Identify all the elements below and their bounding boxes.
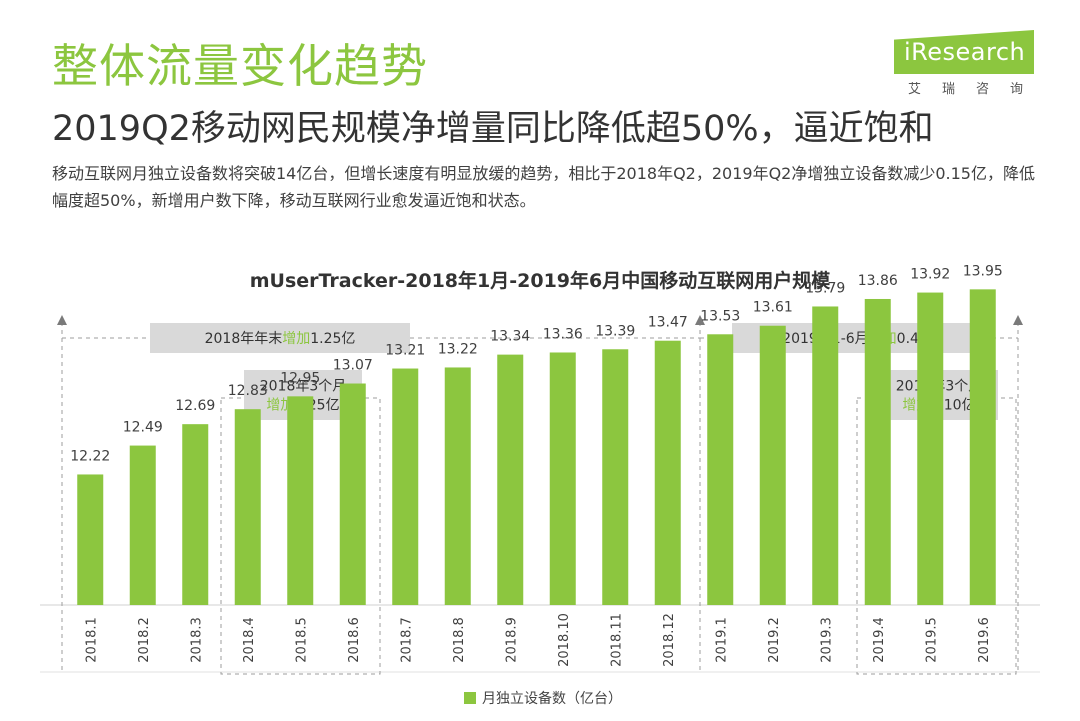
category-label-2019.4: 2019.4: [872, 617, 887, 663]
value-label-2018.11: 13.39: [595, 323, 635, 339]
bar-2019.3: [812, 306, 839, 605]
up-arrow-icon: [1013, 315, 1023, 325]
category-label-2018.6: 2018.6: [347, 617, 362, 663]
value-label-2018.7: 13.21: [385, 343, 425, 359]
category-label-2019.5: 2019.5: [924, 617, 939, 663]
value-label-2018.3: 12.69: [175, 398, 215, 414]
bar-2018.12: [654, 340, 681, 605]
annotation-2018-quarter-text: 2018年3个月: [260, 379, 347, 395]
bar-2018.4: [234, 409, 261, 605]
quarter-box-2019: [856, 397, 1017, 675]
value-label-2019.5: 13.92: [910, 267, 950, 283]
value-label-2018.1: 12.22: [70, 448, 110, 464]
value-label-2019.1: 13.53: [700, 308, 740, 324]
category-label-2018.10: 2018.10: [557, 613, 572, 667]
quarter-box-2018: [220, 397, 381, 675]
category-label-2018.9: 2018.9: [504, 617, 519, 663]
logo-sub-text: 艾瑞咨询: [908, 82, 1045, 97]
category-label-2018.5: 2018.5: [294, 617, 309, 663]
logo-brand-text: iResearch: [904, 38, 1026, 66]
category-label-2018.4: 2018.4: [242, 617, 257, 663]
category-label-2018.2: 2018.2: [137, 617, 152, 663]
category-label-2018.12: 2018.12: [662, 613, 677, 667]
legend-swatch: [464, 692, 476, 704]
category-label-2018.8: 2018.8: [452, 617, 467, 663]
legend-label: 月独立设备数（亿台）: [482, 691, 622, 707]
value-label-2018.8: 13.22: [438, 341, 478, 357]
value-label-2018.12: 13.47: [648, 315, 688, 331]
bar-2018.9: [497, 354, 524, 605]
bar-2019.1: [707, 334, 734, 605]
value-label-2018.6: 13.07: [333, 358, 373, 374]
value-label-2018.4: 12.83: [228, 383, 268, 399]
category-label-2019.1: 2019.1: [714, 617, 729, 663]
annotation-2018-total-text-part: 1.25亿: [310, 331, 355, 347]
bar-2018.3: [182, 424, 209, 605]
bar-2018.8: [444, 367, 471, 605]
category-label-2018.11: 2018.11: [609, 613, 624, 667]
annotation-2018-total-text-part: 增加: [282, 331, 310, 347]
bar-2018.5: [287, 396, 314, 605]
bar-2018.11: [602, 349, 629, 605]
iresearch-logo: iResearch 艾瑞咨询: [894, 30, 1044, 100]
up-arrow-icon: [695, 315, 705, 325]
chart-title: mUserTracker-2018年1月-2019年6月中国移动互联网用户规模: [249, 270, 831, 292]
annotation-2018-total-text-part: 2018年年末: [205, 331, 283, 347]
category-label-2018.1: 2018.1: [84, 617, 99, 663]
value-label-2019.6: 13.95: [963, 263, 1003, 279]
up-arrow-icon: [57, 315, 67, 325]
bar-2018.10: [549, 352, 576, 605]
chart-legend: 月独立设备数（亿台）: [464, 688, 622, 708]
bar-2018.2: [129, 445, 156, 605]
value-label-2018.2: 12.49: [123, 420, 163, 436]
category-label-2018.3: 2018.3: [189, 617, 204, 663]
value-label-2019.2: 13.61: [753, 300, 793, 316]
description-text: 移动互联网月独立设备数将突破14亿台，但增长速度有明显放缓的趋势，相比于2018…: [52, 164, 1035, 210]
annotation-2018-quarter-text-part: 2018年3个月: [260, 379, 347, 395]
bar-2018.6: [339, 383, 366, 605]
bar-2019.6: [969, 289, 996, 605]
annotation-2018-total-box: [150, 323, 410, 353]
value-label-2019.4: 13.86: [858, 273, 898, 289]
value-label-2018.10: 13.36: [543, 326, 583, 342]
value-label-2019.3: 13.79: [805, 280, 845, 296]
bar-2019.4: [864, 298, 891, 605]
value-label-2018.9: 13.34: [490, 329, 530, 345]
annotation-2018-total-text: 2018年年末增加1.25亿: [205, 331, 356, 347]
bar-2019.2: [759, 325, 786, 605]
bar-2018.1: [77, 474, 104, 605]
bar-2019.5: [917, 292, 944, 605]
page-heading: 整体流量变化趋势: [52, 39, 428, 93]
value-label-2018.5: 12.95: [280, 370, 320, 386]
category-label-2019.2: 2019.2: [767, 617, 782, 663]
category-label-2019.3: 2019.3: [819, 617, 834, 663]
category-label-2019.6: 2019.6: [977, 617, 992, 663]
bar-2018.7: [392, 368, 419, 605]
page-subheading: 2019Q2移动网民规模净增量同比降低超50%，逼近饱和: [52, 109, 934, 149]
category-label-2018.7: 2018.7: [399, 617, 414, 663]
